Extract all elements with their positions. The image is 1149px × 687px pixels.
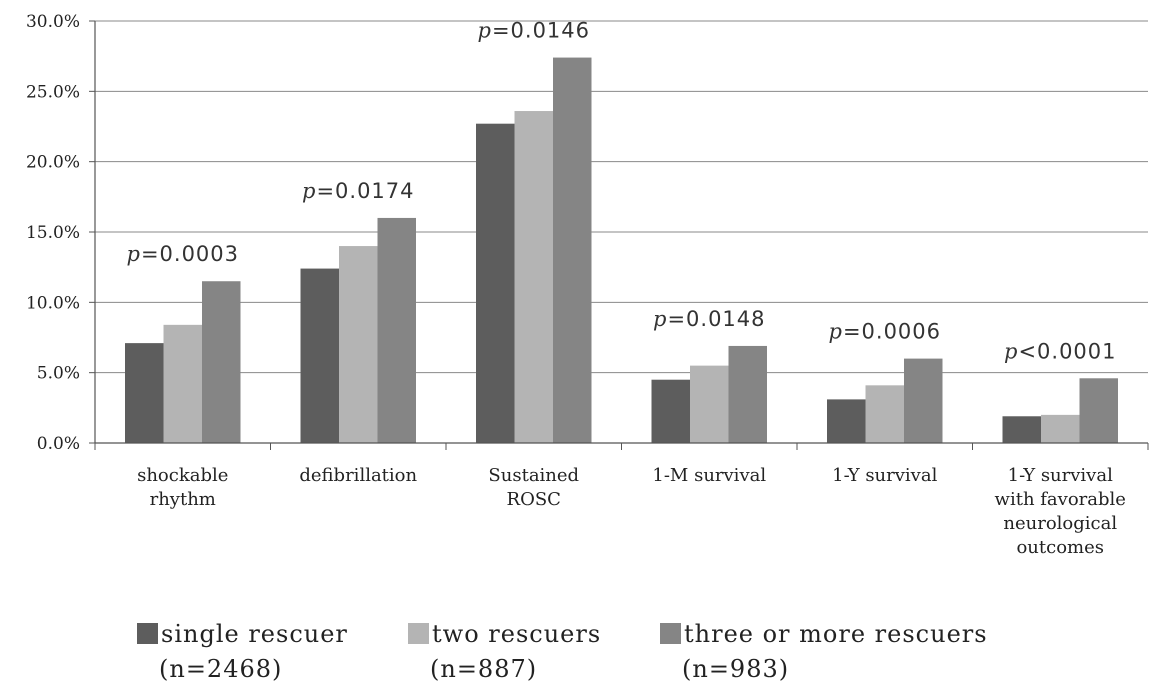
legend-swatch — [137, 623, 158, 644]
bar — [1079, 378, 1118, 443]
y-tick-label: 20.0% — [26, 153, 80, 173]
legend: single rescuer (n=2468) two rescuers (n=887… — [137, 620, 988, 683]
bar — [1041, 414, 1080, 443]
legend-series-name: three or more rescuers — [684, 620, 988, 648]
bar — [728, 345, 767, 443]
x-category-label: rhythm — [150, 489, 216, 510]
x-category-label: outcomes — [1016, 537, 1104, 558]
x-category-label: Sustained — [488, 465, 579, 486]
x-category-label: 1-Y survival — [1008, 465, 1113, 486]
category-labels: shockable rhythm defibrillation Sustained RO… — [137, 465, 1126, 558]
x-category-label: neurological — [1003, 513, 1117, 534]
legend-series-name: single rescuer — [161, 620, 348, 648]
bar — [690, 365, 729, 443]
bar — [553, 57, 592, 443]
p-value-label: p=0.0006 — [828, 320, 941, 344]
legend-series-count: (n=887) — [430, 655, 537, 683]
legend-series-count: (n=983) — [682, 655, 789, 683]
bar — [514, 111, 553, 443]
y-tick-label: 25.0% — [26, 82, 80, 102]
gridlines — [95, 20, 1148, 374]
x-category-label: shockable — [137, 465, 228, 486]
legend-swatch — [408, 623, 429, 644]
legend-series-name: two rescuers — [432, 620, 601, 648]
p-value-label: p=0.0146 — [477, 19, 590, 43]
bar — [476, 123, 515, 443]
bar — [904, 358, 943, 443]
legend-series-count: (n=2468) — [159, 655, 282, 683]
x-category-label: defibrillation — [299, 465, 417, 486]
bar — [377, 217, 416, 443]
bar — [339, 246, 378, 443]
x-category-label: ROSC — [507, 489, 561, 510]
bar — [202, 281, 241, 443]
bar — [163, 324, 202, 443]
y-tick-label: 10.0% — [26, 293, 80, 313]
p-value-label: p<0.0001 — [1004, 339, 1117, 363]
p-value-labels: p=0.0003 p=0.0174 p=0.0146 p=0.0148 p=0.0006… — [126, 19, 1117, 364]
p-value-label: p=0.0174 — [302, 179, 415, 203]
x-category-label: with favorable — [995, 489, 1126, 510]
y-tick-label: 15.0% — [26, 223, 80, 243]
legend-swatch — [660, 623, 681, 644]
bar — [300, 268, 339, 443]
bar — [651, 379, 690, 443]
bar — [827, 399, 866, 443]
y-tick-label: 5.0% — [37, 364, 80, 384]
y-axis-ticks: 0.0% 5.0% 10.0% 15.0% 20.0% 25.0% 30.0% — [26, 12, 95, 454]
x-category-label: 1-Y survival — [832, 465, 937, 486]
bar — [1002, 416, 1041, 443]
p-value-label: p=0.0003 — [126, 242, 239, 266]
bar — [865, 385, 904, 443]
y-tick-label: 30.0% — [26, 12, 80, 32]
x-category-label: 1-M survival — [652, 465, 766, 486]
bars — [125, 57, 1118, 443]
bar — [125, 343, 164, 443]
y-tick-label: 0.0% — [37, 434, 80, 454]
axes — [94, 21, 1149, 450]
p-value-label: p=0.0148 — [653, 307, 766, 331]
